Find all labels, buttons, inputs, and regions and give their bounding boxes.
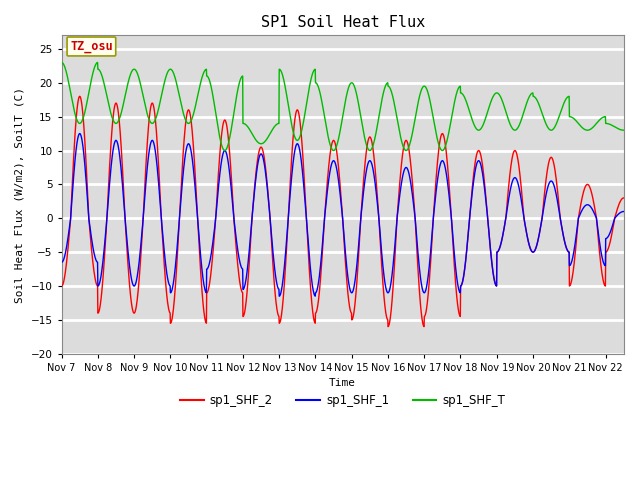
Y-axis label: Soil Heat Flux (W/m2), SoilT (C): Soil Heat Flux (W/m2), SoilT (C) bbox=[15, 86, 25, 302]
Title: SP1 Soil Heat Flux: SP1 Soil Heat Flux bbox=[260, 15, 425, 30]
X-axis label: Time: Time bbox=[329, 378, 356, 388]
Text: TZ_osu: TZ_osu bbox=[70, 40, 113, 53]
Legend: sp1_SHF_2, sp1_SHF_1, sp1_SHF_T: sp1_SHF_2, sp1_SHF_1, sp1_SHF_T bbox=[175, 389, 510, 411]
